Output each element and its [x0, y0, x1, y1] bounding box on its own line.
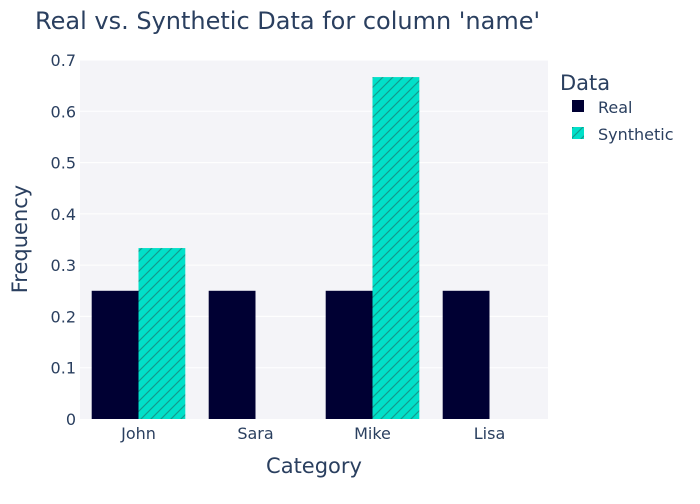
legend-label-synthetic: Synthetic [598, 125, 674, 144]
y-axis-ticks: 0 0.1 0.2 0.3 0.4 0.5 0.6 0.7 [51, 51, 76, 429]
y-tick-label: 0.6 [51, 102, 76, 121]
y-tick-label: 0.1 [51, 359, 76, 378]
bars [91, 77, 490, 420]
y-tick-label: 0.7 [51, 51, 76, 70]
legend: Data Real Synthetic [560, 71, 674, 144]
legend-title: Data [560, 71, 610, 95]
y-tick-label: 0.4 [51, 205, 76, 224]
bar-synthetic-mike[interactable] [372, 77, 420, 420]
x-axis-label: Category [266, 454, 362, 478]
legend-item-real[interactable]: Real [572, 98, 633, 117]
y-axis-label: Frequency [8, 185, 32, 294]
legend-swatch-real [572, 100, 584, 112]
bar-real-sara[interactable] [208, 290, 256, 419]
x-tick-label: Lisa [474, 424, 506, 443]
bar-real-john[interactable] [91, 290, 139, 419]
legend-swatch-synthetic [572, 127, 584, 139]
x-tick-label: John [120, 424, 156, 443]
legend-item-synthetic[interactable]: Synthetic [572, 125, 674, 144]
bar-real-lisa[interactable] [442, 290, 490, 419]
legend-label-real: Real [598, 98, 633, 117]
y-tick-label: 0 [66, 410, 76, 429]
y-tick-label: 0.2 [51, 307, 76, 326]
bar-synthetic-john[interactable] [138, 248, 186, 419]
y-tick-label: 0.5 [51, 154, 76, 173]
x-tick-label: Sara [237, 424, 273, 443]
x-tick-label: Mike [354, 424, 391, 443]
bar-real-mike[interactable] [325, 290, 373, 419]
y-tick-label: 0.3 [51, 256, 76, 275]
chart-title: Real vs. Synthetic Data for column 'name… [35, 7, 540, 35]
x-axis-ticks: John Sara Mike Lisa [120, 424, 505, 443]
